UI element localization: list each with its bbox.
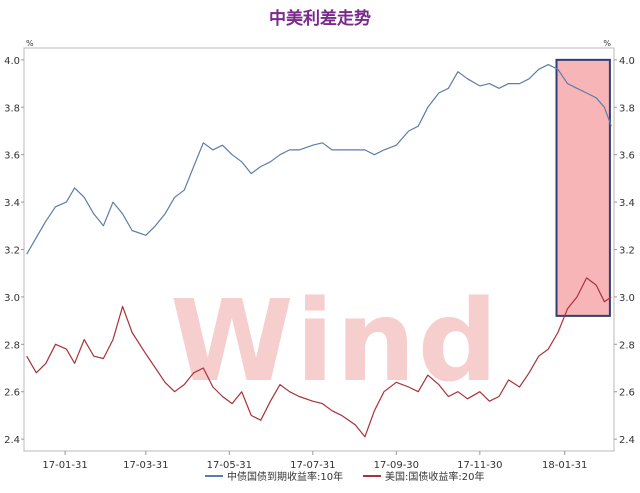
x-tick-label: 17-11-30 — [457, 460, 502, 471]
y-tick-label-left: 3.0 — [4, 293, 20, 304]
series-layer — [26, 63, 612, 438]
x-tick-label: 17-05-31 — [207, 460, 252, 471]
highlight-box — [555, 58, 611, 317]
y-tick-label-left: 3.4 — [4, 198, 20, 209]
y-tick-label-right: 3.0 — [619, 293, 635, 304]
chart-title: 中美利差走势 — [269, 9, 371, 29]
y-tick-label-right: 3.4 — [619, 198, 635, 209]
x-tick-label: 17-07-31 — [290, 460, 335, 471]
x-tick-label: 17-09-30 — [374, 460, 419, 471]
y-tick-label-left: 2.8 — [4, 340, 20, 351]
y-tick-label-left: 3.6 — [4, 151, 20, 162]
y-tick-label-right: 3.2 — [619, 246, 635, 257]
y-tick-label-left: 3.2 — [4, 246, 20, 257]
watermark-logo: Wind — [170, 277, 500, 407]
series-line-1 — [26, 63, 612, 255]
y-tick-label-right: 2.8 — [619, 340, 635, 351]
y-tick-label-right: 2.4 — [619, 435, 635, 446]
y-tick-label-right: 2.6 — [619, 388, 635, 399]
grid-layer — [555, 58, 611, 317]
y-tick-label-left: 2.4 — [4, 435, 20, 446]
legend-label-1: 中债国债到期收益率:10年 — [227, 470, 343, 483]
y-tick-label-left: 3.8 — [4, 103, 20, 114]
y-tick-label-left: 2.6 — [4, 388, 20, 399]
x-tick-label: 17-03-31 — [123, 460, 168, 471]
left-axis-unit: % — [26, 39, 34, 48]
x-tick-label: 17-01-31 — [42, 460, 87, 471]
x-tick-label: 18-01-31 — [542, 460, 587, 471]
axis-layer: 2.4 2.4 2.6 2.6 2.8 2.8 3.0 3.0 3.2 3.2 3.4 3.4 3.6 3… — [4, 56, 635, 471]
y-tick-label-left: 4.0 — [4, 56, 20, 67]
series-line-2 — [26, 277, 612, 438]
legend: 中债国债到期收益率:10年 美国:国债收益率:20年 — [205, 470, 484, 483]
y-tick-label-right: 3.8 — [619, 103, 635, 114]
y-tick-label-right: 4.0 — [619, 56, 635, 67]
legend-label-2: 美国:国债收益率:20年 — [385, 470, 484, 483]
right-axis-unit: % — [603, 39, 611, 48]
y-tick-label-right: 3.6 — [619, 151, 635, 162]
